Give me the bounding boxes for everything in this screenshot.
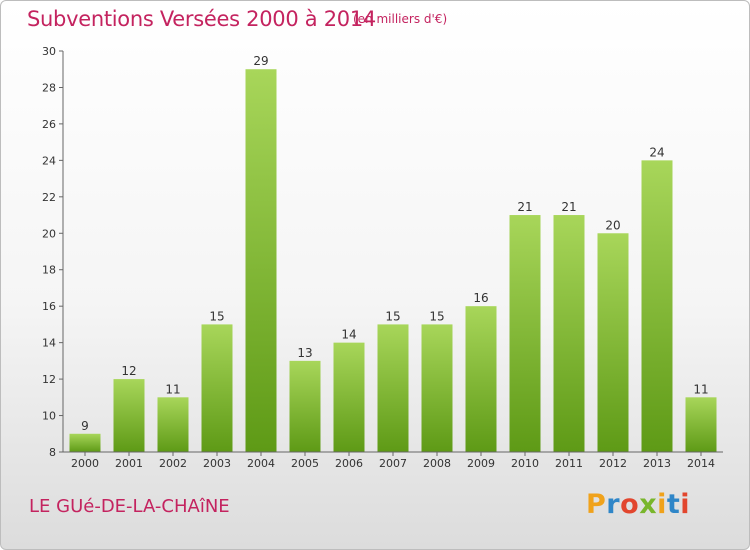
y-tick-label: 8 bbox=[49, 446, 56, 459]
bar bbox=[201, 324, 233, 452]
y-tick-label: 24 bbox=[42, 154, 56, 167]
x-tick-label: 2014 bbox=[687, 457, 715, 470]
commune-name: LE GUé-DE-LA-CHAîNE bbox=[29, 496, 230, 517]
bar-value-label: 24 bbox=[649, 145, 664, 159]
bar bbox=[333, 342, 365, 452]
x-tick-label: 2009 bbox=[467, 457, 495, 470]
chart-title: Subventions Versées 2000 à 2014 bbox=[27, 7, 376, 31]
chart-subtitle: (en milliers d'€) bbox=[353, 12, 448, 26]
bar-value-label: 16 bbox=[473, 291, 488, 305]
x-tick-label: 2008 bbox=[423, 457, 451, 470]
bar bbox=[113, 379, 145, 452]
logo-letter: x bbox=[639, 489, 658, 520]
bar bbox=[641, 160, 673, 452]
y-tick-label: 26 bbox=[42, 118, 56, 131]
x-tick-label: 2013 bbox=[643, 457, 671, 470]
bar bbox=[377, 324, 409, 452]
y-tick-label: 10 bbox=[42, 410, 56, 423]
bar-value-label: 13 bbox=[297, 346, 312, 360]
y-tick-label: 18 bbox=[42, 264, 56, 277]
bar bbox=[509, 215, 541, 452]
logo-letter: o bbox=[620, 489, 640, 520]
bar-value-label: 11 bbox=[165, 382, 180, 396]
bar bbox=[553, 215, 585, 452]
bar bbox=[465, 306, 497, 452]
bar-value-label: 14 bbox=[341, 328, 356, 342]
x-axis: 2000 2001 2002 2003 2004 2005 2006 2007 2008 2009… bbox=[63, 451, 723, 470]
bar-value-label: 21 bbox=[561, 200, 576, 214]
y-tick-label: 30 bbox=[42, 45, 56, 58]
y-tick-label: 12 bbox=[42, 373, 56, 386]
y-tick-label: 28 bbox=[42, 81, 56, 94]
x-tick-label: 2003 bbox=[203, 457, 231, 470]
bar-value-label: 29 bbox=[253, 54, 268, 68]
bar-value-label: 15 bbox=[209, 309, 224, 323]
bar bbox=[157, 397, 189, 452]
bar-value-label: 21 bbox=[517, 200, 532, 214]
y-tick-label: 20 bbox=[42, 227, 56, 240]
bar-value-label: 20 bbox=[605, 218, 620, 232]
bar-value-label: 12 bbox=[121, 364, 136, 378]
y-tick-label: 14 bbox=[42, 337, 56, 350]
bar bbox=[685, 397, 717, 452]
bar-value-label: 11 bbox=[693, 382, 708, 396]
bars-group: 9 12 11 15 29 13 14 15 15 16 21 21 20 24 11 bbox=[69, 54, 717, 453]
y-axis: 8 10 12 14 16 18 20 22 24 26 28 30 bbox=[42, 45, 64, 459]
bar bbox=[597, 233, 629, 452]
logo-letter: i bbox=[657, 489, 667, 520]
proxiti-logo[interactable]: Proxiti bbox=[586, 489, 690, 520]
bar bbox=[69, 433, 101, 452]
x-tick-label: 2012 bbox=[599, 457, 627, 470]
y-tick-label: 22 bbox=[42, 191, 56, 204]
x-tick-label: 2011 bbox=[555, 457, 583, 470]
y-tick-label: 16 bbox=[42, 300, 56, 313]
logo-letter: P bbox=[586, 489, 607, 520]
bar-value-label: 15 bbox=[429, 309, 444, 323]
x-tick-label: 2010 bbox=[511, 457, 539, 470]
x-tick-label: 2001 bbox=[115, 457, 143, 470]
x-tick-label: 2004 bbox=[247, 457, 275, 470]
bar bbox=[289, 360, 321, 452]
logo-letter: r bbox=[606, 489, 621, 520]
x-tick-label: 2007 bbox=[379, 457, 407, 470]
x-tick-label: 2006 bbox=[335, 457, 363, 470]
bar bbox=[245, 69, 277, 453]
x-tick-label: 2005 bbox=[291, 457, 319, 470]
x-tick-label: 2000 bbox=[71, 457, 99, 470]
logo-letter: t bbox=[666, 489, 681, 520]
bar-value-label: 9 bbox=[81, 419, 89, 433]
logo-letter: i bbox=[680, 489, 691, 520]
bar-value-label: 15 bbox=[385, 309, 400, 323]
x-tick-label: 2002 bbox=[159, 457, 187, 470]
bar bbox=[421, 324, 453, 452]
